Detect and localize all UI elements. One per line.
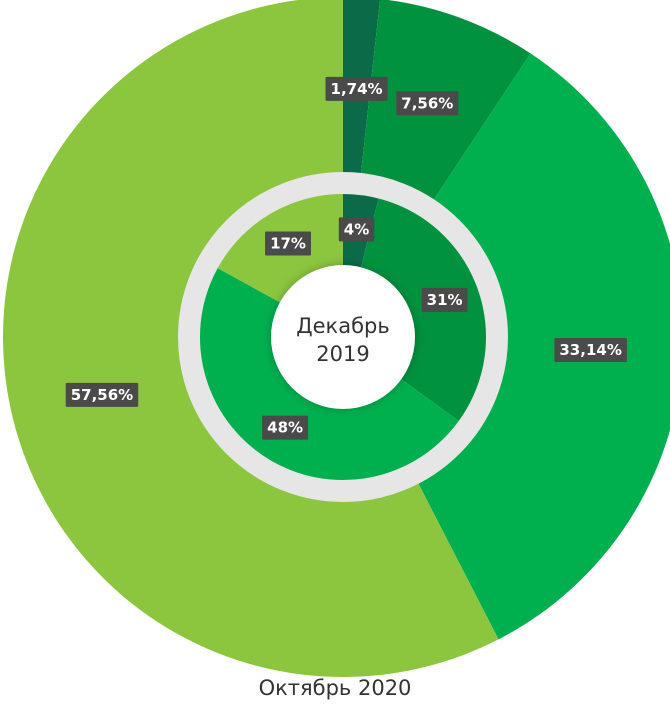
value-label: 7,56%	[401, 94, 453, 112]
value-label-box	[396, 91, 459, 116]
value-label: 31%	[427, 291, 463, 309]
slice	[3, 0, 499, 677]
value-label-box	[325, 76, 388, 101]
value-label-box	[554, 338, 627, 363]
value-label: 33,14%	[559, 341, 621, 359]
value-label: 48%	[267, 419, 303, 437]
value-label-box	[338, 217, 375, 242]
slice	[418, 53, 670, 640]
separator-ring	[178, 172, 508, 502]
value-label: 17%	[270, 235, 306, 253]
inner-ring-title: Декабрь 2019	[296, 314, 390, 366]
value-label: 1,74%	[331, 80, 383, 98]
value-label-box	[65, 382, 139, 407]
value-label-box	[421, 287, 468, 312]
value-label: 57,56%	[71, 386, 133, 404]
labels: 1,74% 7,56% 33,14% 57,56% 4% 31% 48% 17%	[65, 76, 627, 440]
outer-ring-title: Октябрь 2020	[258, 676, 412, 700]
center-circle	[271, 265, 415, 409]
value-label-box	[262, 415, 309, 440]
value-label: 4%	[344, 220, 369, 238]
value-label-box	[265, 231, 311, 256]
